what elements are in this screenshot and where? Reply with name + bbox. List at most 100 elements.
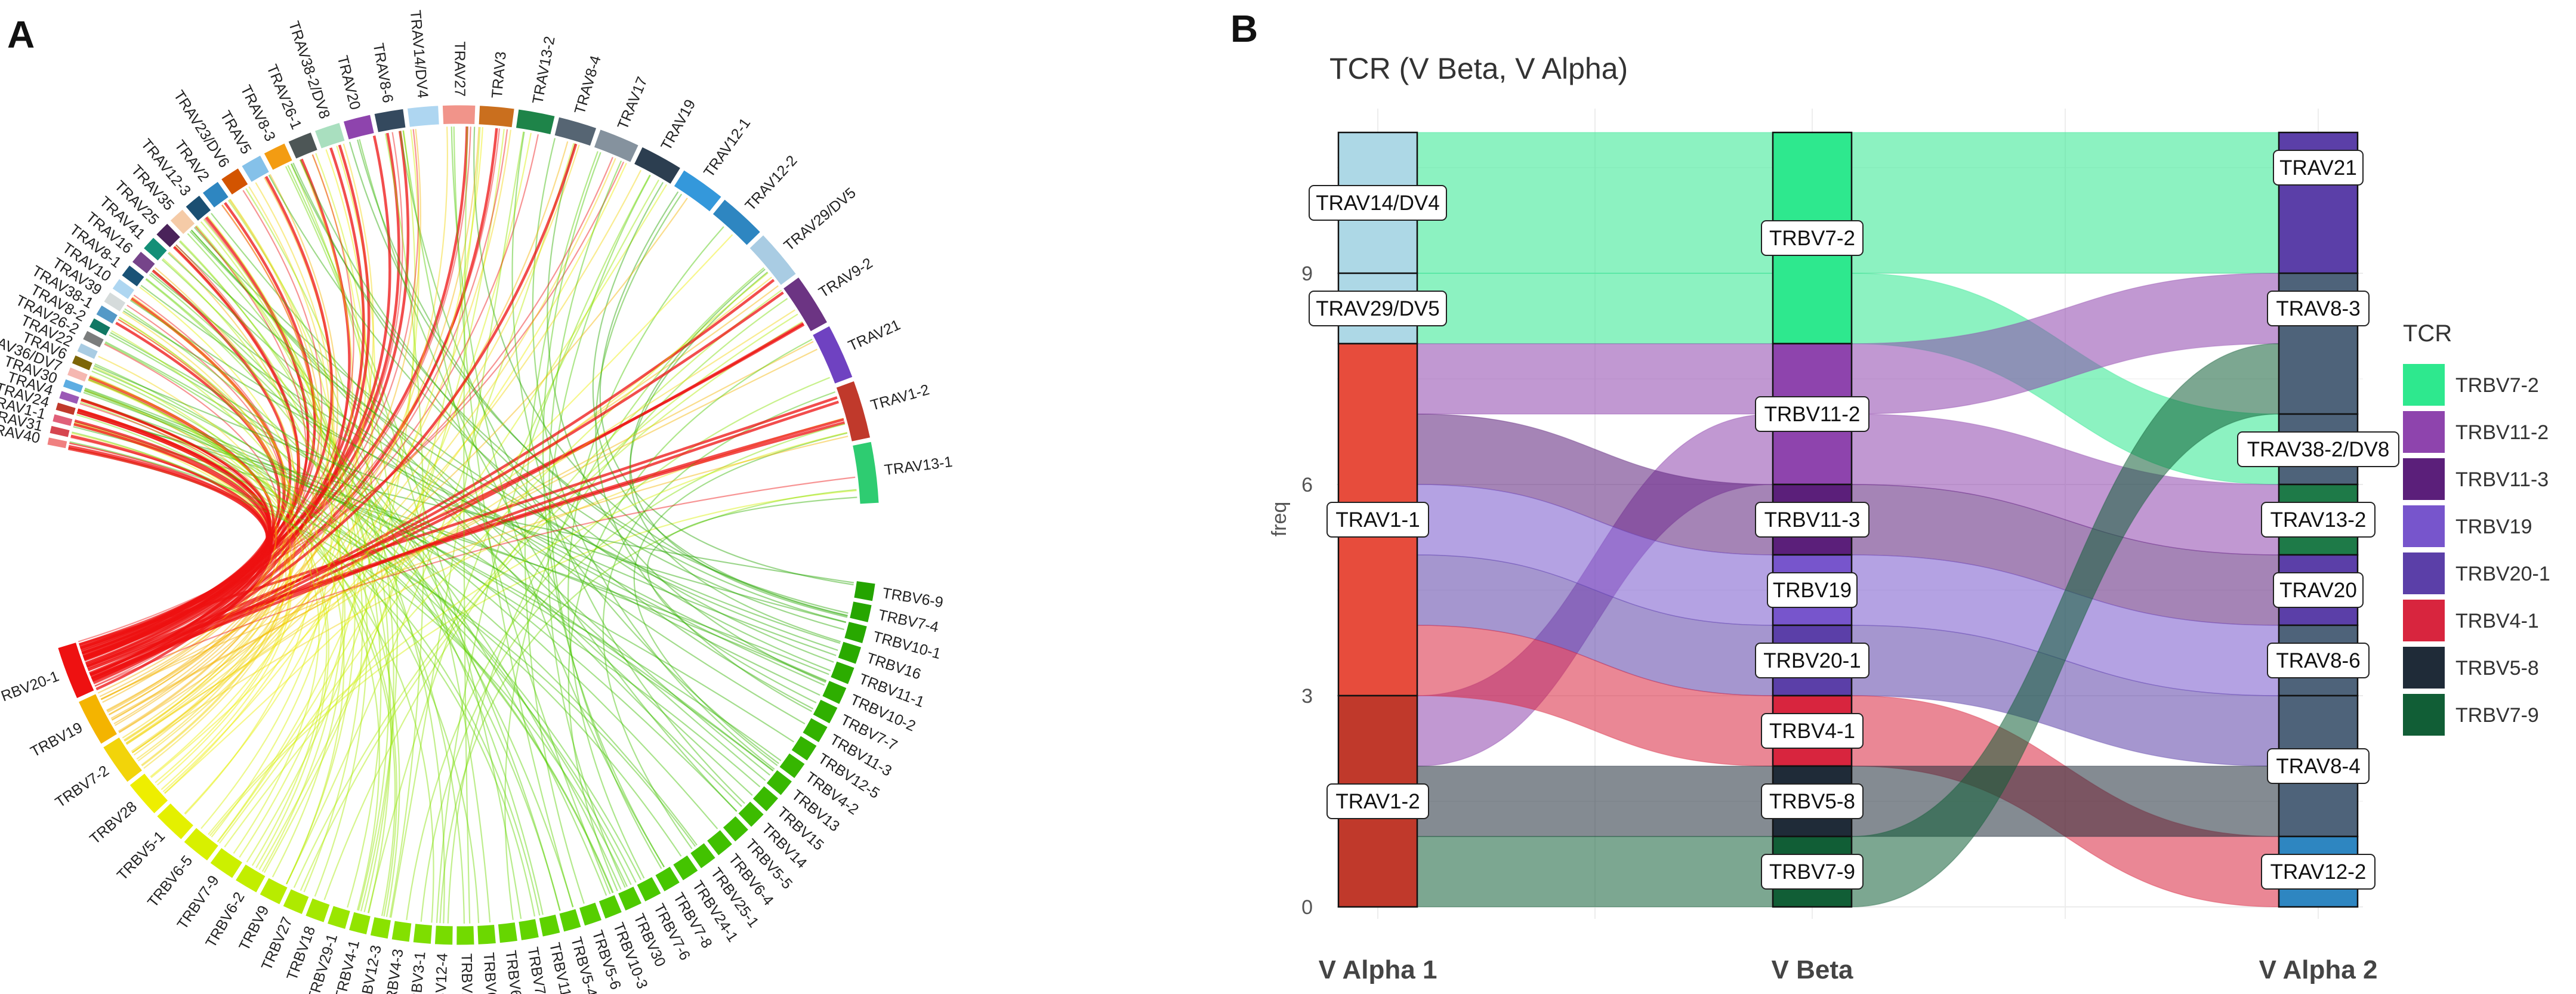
beta-segment-trbv5-6 (578, 902, 603, 927)
alpha-segment-trav22 (76, 342, 99, 360)
stratum-label-trav29-dv5: TRAV29/DV5 (1316, 297, 1440, 320)
stratum-label-trav14-dv4: TRAV14/DV4 (1316, 192, 1440, 215)
alpha-segment-trav8-1 (121, 264, 145, 288)
stratum-label-box (2261, 854, 2376, 890)
chord-ribbon (80, 156, 613, 650)
beta-label-trbv6-6: TRBV6-6 (502, 949, 526, 994)
chord-ribbon (88, 378, 397, 917)
beta-label-trbv28: TRBV28 (87, 798, 140, 848)
chord-ribbon (106, 251, 301, 712)
beta-segment-trbv27 (282, 888, 310, 915)
chord-ribbon (178, 240, 445, 924)
beta-segment-trbv7-3 (518, 918, 539, 941)
beta-segment-trbv29-1 (326, 905, 351, 930)
chord-ribbon (217, 132, 532, 842)
alpha-segment-trav26-2 (82, 330, 105, 348)
beta-segment-trbv4-1 (348, 911, 371, 936)
stratum-label-box (1761, 220, 1864, 256)
chord-ribbon (630, 268, 848, 618)
chord-ribbon (439, 489, 857, 924)
alpha-segment-trav20 (343, 114, 375, 140)
beta-segment-trbv7-6 (636, 876, 662, 903)
flow-trbv11-2-left (1417, 343, 1773, 415)
alpha-segment-trav8-3 (263, 143, 293, 171)
x-category-v-alpha-1: V Alpha 1 (1319, 955, 1437, 984)
legend-swatch-trbv7-9 (2403, 694, 2445, 736)
chord-ribbon (399, 131, 779, 764)
chord-ribbon (115, 128, 421, 726)
stratum-label-trav20: TRAV20 (2279, 579, 2357, 602)
chord-ribbon (107, 126, 480, 713)
alpha-segment-trav24 (55, 402, 76, 416)
stratum-label-box (1755, 643, 1869, 678)
stratum-label-trav13-2: TRAV13-2 (2270, 508, 2367, 532)
chord-ribbon (323, 289, 782, 900)
beta-segment-trbv12-5 (791, 735, 817, 761)
chord-ribbon (86, 323, 805, 668)
chord-ribbon (88, 379, 320, 854)
beta-segment-trbv6-4 (706, 829, 733, 856)
stratum-label-trbv20-1: TRBV20-1 (1763, 649, 1861, 672)
chord-ribbon (137, 126, 448, 762)
beta-segment-trbv10-1 (844, 621, 868, 644)
stratum-label-trbv7-2: TRBV7-2 (1769, 227, 1855, 250)
chord-ribbon (239, 153, 374, 858)
stratum-label-box (2261, 502, 2376, 538)
chord-ribbon (150, 149, 367, 777)
stratum-label-box (1761, 713, 1864, 749)
beta-segment-trbv7-9 (209, 847, 243, 879)
legend-swatch-trbv20-1 (2403, 552, 2445, 594)
beta-segment-trbv28 (129, 773, 169, 814)
chord-ribbon (94, 476, 856, 687)
legend-swatch-trbv5-8 (2403, 647, 2445, 689)
alluvial-flows (1417, 132, 2279, 907)
chord-ribbon (85, 376, 275, 667)
alpha-segment-trav29-dv5 (749, 234, 797, 286)
chord-ribbon (390, 131, 525, 918)
beta-segment-trbv16 (837, 641, 862, 665)
stratum-label-box (1326, 783, 1429, 819)
stratum-label-box (2273, 572, 2364, 608)
flow-trbv7-2-right (1851, 132, 2279, 274)
chord-ribbon (152, 269, 622, 890)
chord-ribbon (436, 174, 651, 923)
y-axis-label: freq (1268, 502, 1291, 537)
alpha-segment-trav12-1 (673, 169, 722, 212)
alpha-segment-trav40 (47, 437, 68, 449)
alpha-label-trav21: TRAV21 (846, 316, 903, 354)
chord-ribbon (81, 398, 782, 761)
alpha-segment-trav17 (593, 129, 639, 163)
chord-ribbon (102, 177, 334, 703)
chord-ribbon (200, 215, 333, 829)
chord-ribbon (101, 267, 296, 700)
beta-segment-trbv5-5 (722, 815, 749, 842)
chord-ribbon (112, 204, 319, 721)
stratum-label-box (1761, 783, 1864, 819)
chord-ribbon (287, 165, 522, 919)
stratum-label-trav1-2: TRAV1-2 (1335, 790, 1420, 813)
stratum-label-box (1761, 854, 1864, 890)
chord-ribbon (162, 258, 345, 878)
chord-ribbon (149, 274, 607, 896)
alpha-label-trav8-6: TRAV8-6 (370, 42, 397, 104)
beta-label-trbv2: TRBV2 (458, 953, 475, 994)
chord-ribbon (72, 431, 536, 917)
legend-label-trbv5-8: TRBV5-8 (2455, 657, 2539, 680)
alpha-segment-trav26-1 (288, 131, 318, 160)
alpha-segment-trav41 (143, 237, 168, 261)
beta-segment-trbv13 (766, 769, 793, 796)
chord-ribbon (402, 130, 611, 894)
chord-ribbon (647, 496, 857, 703)
stratum-label-box (2267, 748, 2370, 784)
chord-ribbon (453, 126, 574, 907)
beta-segment-trbv6-5 (183, 827, 220, 862)
beta-segment-trbv4-3 (391, 920, 412, 943)
alpha-segment-trav6 (71, 354, 94, 371)
chord-ribbon (109, 334, 718, 829)
beta-label-trbv3-1: TRBV3-1 (406, 951, 428, 994)
chord-ribbon (131, 129, 511, 754)
chord-ribbon (113, 199, 322, 725)
stratum-label-trav8-6: TRAV8-6 (2276, 649, 2360, 672)
chord-ribbon (93, 366, 329, 869)
beta-label-trbv19: TRBV19 (27, 719, 85, 760)
